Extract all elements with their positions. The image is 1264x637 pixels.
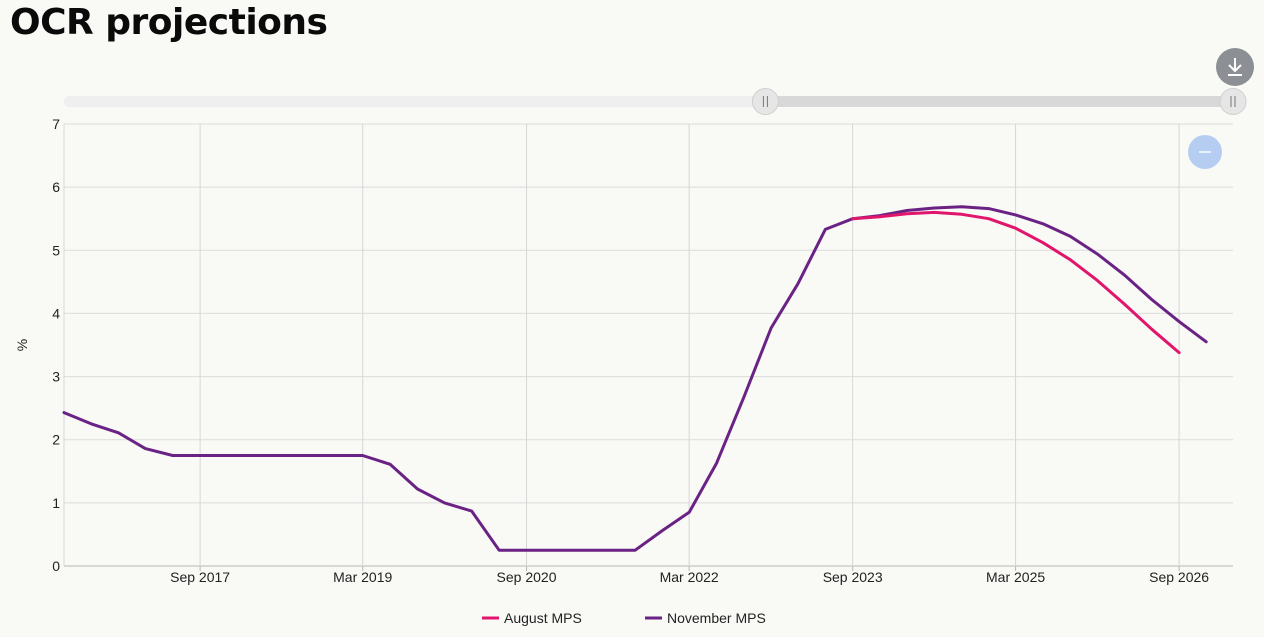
- y-tick-label: 6: [52, 179, 60, 195]
- range-slider-handle-end[interactable]: [1219, 88, 1247, 115]
- download-icon: [1228, 58, 1242, 76]
- legend-item-label[interactable]: August MPS: [504, 610, 582, 626]
- y-tick-label: 4: [52, 305, 60, 321]
- y-tick-label: 3: [52, 369, 60, 385]
- x-tick-label: Sep 2017: [170, 569, 230, 585]
- x-tick-label: Sep 2020: [497, 569, 557, 585]
- zoom-out-icon: [1199, 151, 1211, 153]
- range-slider-selection: [765, 96, 1233, 107]
- x-tick-label: Mar 2019: [333, 569, 392, 585]
- download-button[interactable]: [1216, 48, 1254, 86]
- y-tick-label: 1: [52, 495, 60, 511]
- legend-item-label[interactable]: November MPS: [667, 610, 766, 626]
- y-tick-label: 2: [52, 432, 60, 448]
- range-slider-handle-start[interactable]: [751, 88, 779, 115]
- zoom-out-button[interactable]: [1188, 135, 1222, 169]
- x-tick-label: Mar 2025: [986, 569, 1045, 585]
- y-tick-label: 0: [52, 558, 60, 574]
- y-tick-label: 7: [52, 116, 60, 132]
- page-title: OCR projections: [10, 2, 328, 43]
- x-tick-label: Mar 2022: [660, 569, 719, 585]
- y-axis-label: %: [14, 339, 30, 351]
- november-mps-series-line: [62, 205, 1208, 552]
- y-tick-label: 5: [52, 242, 60, 258]
- august-mps-series-line: [851, 210, 1181, 355]
- x-tick-label: Sep 2023: [823, 569, 883, 585]
- x-tick-label: Sep 2026: [1149, 569, 1209, 585]
